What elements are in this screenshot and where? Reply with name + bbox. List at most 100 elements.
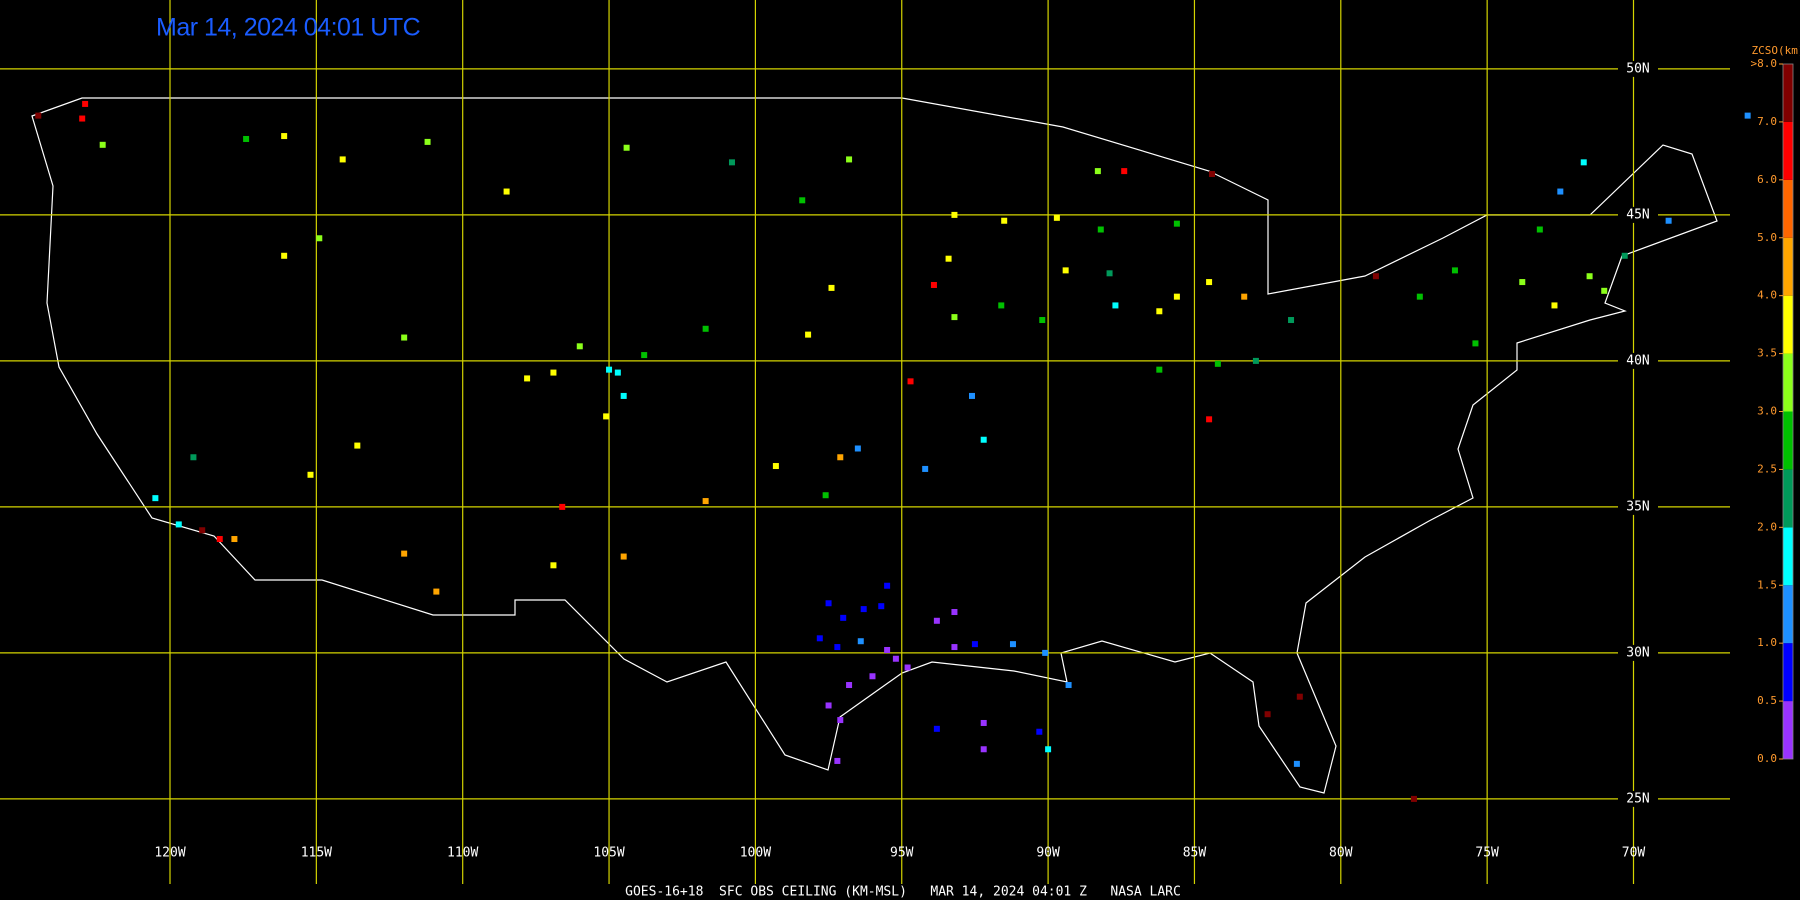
station	[971, 641, 978, 648]
station	[1214, 360, 1221, 367]
station	[281, 252, 288, 259]
station	[1586, 273, 1593, 280]
station	[1551, 302, 1558, 309]
station	[907, 378, 914, 385]
station	[1097, 226, 1104, 233]
station	[933, 617, 940, 624]
station	[1173, 220, 1180, 227]
station	[1252, 357, 1259, 364]
lat-label: 30N	[1626, 645, 1649, 660]
station	[805, 331, 812, 338]
station	[603, 413, 610, 420]
station	[837, 717, 844, 724]
station	[1039, 317, 1046, 324]
station	[816, 635, 823, 642]
station	[840, 614, 847, 621]
footer: GOES-16+18 SFC OBS CEILING (KM-MSL) MAR …	[625, 885, 1181, 900]
station	[35, 112, 42, 119]
station	[1288, 317, 1295, 324]
station	[837, 454, 844, 461]
station	[1112, 302, 1119, 309]
station	[1241, 293, 1248, 300]
station	[339, 156, 346, 163]
station	[951, 609, 958, 616]
station	[1173, 293, 1180, 300]
station	[772, 463, 779, 470]
colorbar-bin	[1783, 643, 1793, 702]
station	[878, 603, 885, 610]
station	[433, 588, 440, 595]
station	[620, 392, 627, 399]
colorbar-bin	[1783, 701, 1793, 759]
station	[884, 646, 891, 653]
station	[424, 138, 431, 145]
colorbar-label: 0.5	[1757, 694, 1777, 707]
station	[1293, 760, 1300, 767]
station	[199, 527, 206, 534]
station	[620, 553, 627, 560]
colorbar-label: 2.5	[1757, 462, 1777, 475]
graticule: 120W 115W 110W 105W 100W 95W 90W 85W 80W 75W 70W 50…	[0, 0, 1730, 884]
colorbar-bin	[1783, 295, 1793, 354]
station	[1296, 693, 1303, 700]
station	[1042, 649, 1049, 656]
colorbar-label: 0.0	[1757, 752, 1777, 765]
station	[1264, 711, 1271, 718]
station	[82, 100, 89, 107]
colorbar-label: 7.0	[1757, 115, 1777, 128]
station	[702, 325, 709, 332]
station	[550, 562, 557, 569]
station	[1472, 340, 1479, 347]
lon-label: 100W	[740, 846, 771, 861]
station	[1536, 226, 1543, 233]
lon-label: 95W	[890, 846, 914, 861]
lat-label: 25N	[1626, 791, 1649, 806]
lon-label: 85W	[1183, 846, 1207, 861]
lat-label-bg	[1618, 790, 1658, 807]
station	[99, 141, 106, 148]
station	[892, 655, 899, 662]
station	[951, 314, 958, 321]
colorbar-title: ZCSO(km)	[1752, 44, 1800, 57]
colorbar-bin	[1783, 353, 1793, 412]
lat-label: 40N	[1626, 353, 1649, 368]
station	[1053, 214, 1060, 221]
stations	[35, 100, 1751, 802]
station	[834, 644, 841, 651]
lat-label-bg	[1618, 206, 1658, 223]
colorbar-label: 1.5	[1757, 578, 1777, 591]
station	[1601, 287, 1608, 294]
station	[503, 188, 510, 195]
lon-label: 105W	[593, 846, 624, 861]
station	[1009, 641, 1016, 648]
lat-label-bg	[1618, 498, 1658, 515]
station	[968, 392, 975, 399]
station	[1580, 159, 1587, 166]
station	[79, 115, 86, 122]
station	[316, 235, 323, 242]
station	[614, 369, 621, 376]
station	[559, 503, 566, 510]
station	[354, 442, 361, 449]
lon-label: 80W	[1329, 846, 1353, 861]
station	[846, 156, 853, 163]
station	[1156, 366, 1163, 373]
colorbar-bin	[1783, 585, 1793, 644]
station	[281, 133, 288, 140]
station	[930, 281, 937, 288]
station	[550, 369, 557, 376]
station	[576, 343, 583, 350]
station	[1209, 171, 1216, 178]
station	[884, 582, 891, 589]
station	[1557, 188, 1564, 195]
lat-label: 50N	[1626, 61, 1649, 76]
station	[799, 197, 806, 204]
station	[945, 255, 952, 262]
station	[869, 673, 876, 680]
station	[641, 352, 648, 359]
station	[702, 498, 709, 505]
station	[1106, 270, 1113, 277]
station	[854, 445, 861, 452]
station	[980, 719, 987, 726]
